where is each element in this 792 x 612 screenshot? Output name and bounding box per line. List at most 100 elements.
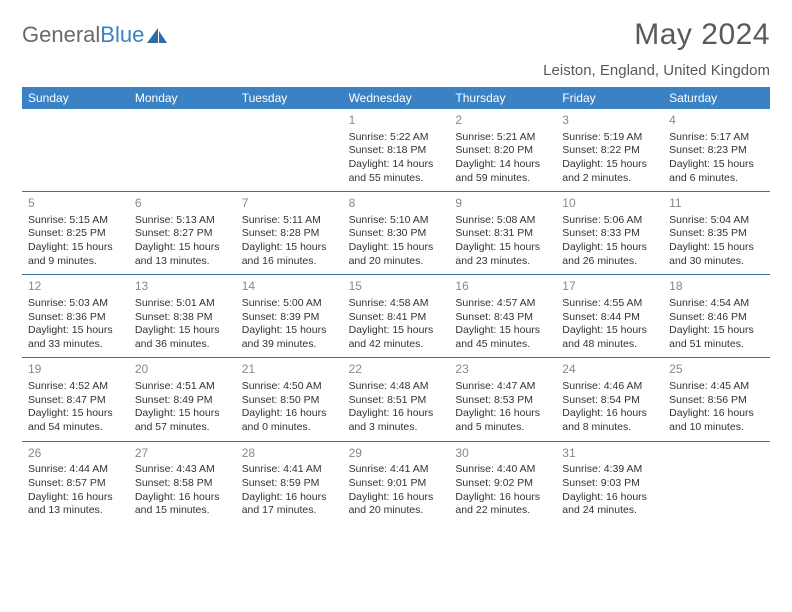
sunset-text: Sunset: 8:25 PM — [28, 227, 123, 241]
sunset-text: Sunset: 8:33 PM — [562, 227, 657, 241]
daylight-text: Daylight: 16 hours and 13 minutes. — [28, 491, 123, 518]
daylight-text: Daylight: 14 hours and 55 minutes. — [349, 158, 444, 185]
day-number: 15 — [349, 279, 444, 295]
day-cell: 14 Sunrise: 5:00 AMSunset: 8:39 PMDayligh… — [236, 275, 343, 357]
week-row: 1Sunrise: 5:22 AMSunset: 8:18 PMDaylight… — [22, 109, 770, 192]
sunrise-text: Sunrise: 5:00 AM — [242, 297, 337, 311]
logo-sail-icon — [146, 26, 168, 44]
sunrise-text: Sunrise: 5:13 AM — [135, 214, 230, 228]
day-header: Friday — [556, 87, 663, 109]
sunrise-text: Sunrise: 5:01 AM — [135, 297, 230, 311]
sunrise-text: Sunrise: 4:40 AM — [455, 463, 550, 477]
day-number: 26 — [28, 446, 123, 462]
day-cell: 12Sunrise: 5:03 AMSunset: 8:36 PMDayligh… — [22, 275, 129, 357]
daylight-text: Daylight: 15 hours and 45 minutes. — [455, 324, 550, 351]
month-title: May 2024 — [543, 18, 770, 52]
daylight-text: Daylight: 16 hours and 8 minutes. — [562, 407, 657, 434]
daylight-text: Daylight: 15 hours and 51 minutes. — [669, 324, 764, 351]
day-number: 31 — [562, 446, 657, 462]
daylight-text: Daylight: 16 hours and 10 minutes. — [669, 407, 764, 434]
day-number: 23 — [455, 362, 550, 378]
sunset-text: Sunset: 8:54 PM — [562, 394, 657, 408]
sunrise-text: Sunrise: 4:41 AM — [349, 463, 444, 477]
empty-cell — [236, 109, 343, 191]
sunrise-text: Sunrise: 4:45 AM — [669, 380, 764, 394]
sunset-text: Sunset: 8:57 PM — [28, 477, 123, 491]
sunrise-text: Sunrise: 5:10 AM — [349, 214, 444, 228]
sunset-text: Sunset: 8:18 PM — [349, 144, 444, 158]
sunset-text: Sunset: 8:59 PM — [242, 477, 337, 491]
day-cell: 15Sunrise: 4:58 AMSunset: 8:41 PMDayligh… — [343, 275, 450, 357]
daylight-text: Daylight: 15 hours and 13 minutes. — [135, 241, 230, 268]
sunrise-text: Sunrise: 5:17 AM — [669, 131, 764, 145]
sunrise-text: Sunrise: 4:52 AM — [28, 380, 123, 394]
day-number: 3 — [562, 113, 657, 129]
day-cell: 3Sunrise: 5:19 AMSunset: 8:22 PMDaylight… — [556, 109, 663, 191]
logo: GeneralBlue — [22, 18, 168, 48]
day-cell: 2Sunrise: 5:21 AMSunset: 8:20 PMDaylight… — [449, 109, 556, 191]
sunset-text: Sunset: 8:30 PM — [349, 227, 444, 241]
day-cell: 27Sunrise: 4:43 AMSunset: 8:58 PMDayligh… — [129, 442, 236, 524]
day-cell: 10Sunrise: 5:06 AMSunset: 8:33 PMDayligh… — [556, 192, 663, 274]
sunset-text: Sunset: 8:36 PM — [28, 311, 123, 325]
sunrise-text: Sunrise: 4:50 AM — [242, 380, 337, 394]
day-cell: 22Sunrise: 4:48 AMSunset: 8:51 PMDayligh… — [343, 358, 450, 440]
week-row: 5Sunrise: 5:15 AMSunset: 8:25 PMDaylight… — [22, 192, 770, 275]
day-number: 22 — [349, 362, 444, 378]
sunrise-text: Sunrise: 5:03 AM — [28, 297, 123, 311]
empty-cell — [663, 442, 770, 524]
day-cell: 19Sunrise: 4:52 AMSunset: 8:47 PMDayligh… — [22, 358, 129, 440]
sunrise-text: Sunrise: 5:19 AM — [562, 131, 657, 145]
daylight-text: Daylight: 15 hours and 39 minutes. — [242, 324, 337, 351]
daylight-text: Daylight: 16 hours and 3 minutes. — [349, 407, 444, 434]
day-number: 13 — [135, 279, 230, 295]
daylight-text: Daylight: 15 hours and 16 minutes. — [242, 241, 337, 268]
sunset-text: Sunset: 8:31 PM — [455, 227, 550, 241]
sunset-text: Sunset: 9:02 PM — [455, 477, 550, 491]
daylight-text: Daylight: 16 hours and 5 minutes. — [455, 407, 550, 434]
day-cell: 5Sunrise: 5:15 AMSunset: 8:25 PMDaylight… — [22, 192, 129, 274]
sunrise-text: Sunrise: 4:47 AM — [455, 380, 550, 394]
day-number: 21 — [242, 362, 337, 378]
day-number: 14 — [242, 279, 337, 295]
daylight-text: Daylight: 16 hours and 22 minutes. — [455, 491, 550, 518]
daylight-text: Daylight: 15 hours and 6 minutes. — [669, 158, 764, 185]
sunrise-text: Sunrise: 4:46 AM — [562, 380, 657, 394]
day-cell: 26Sunrise: 4:44 AMSunset: 8:57 PMDayligh… — [22, 442, 129, 524]
sunset-text: Sunset: 8:38 PM — [135, 311, 230, 325]
day-number: 28 — [242, 446, 337, 462]
day-number: 9 — [455, 196, 550, 212]
day-number: 19 — [28, 362, 123, 378]
day-header: Wednesday — [343, 87, 450, 109]
weeks-container: 1Sunrise: 5:22 AMSunset: 8:18 PMDaylight… — [22, 109, 770, 524]
sunrise-text: Sunrise: 5:08 AM — [455, 214, 550, 228]
daylight-text: Daylight: 16 hours and 24 minutes. — [562, 491, 657, 518]
day-header: Monday — [129, 87, 236, 109]
day-cell: 9Sunrise: 5:08 AMSunset: 8:31 PMDaylight… — [449, 192, 556, 274]
empty-cell — [22, 109, 129, 191]
day-number: 27 — [135, 446, 230, 462]
sunrise-text: Sunrise: 4:55 AM — [562, 297, 657, 311]
sunrise-text: Sunrise: 4:43 AM — [135, 463, 230, 477]
sunrise-text: Sunrise: 5:22 AM — [349, 131, 444, 145]
day-cell: 7Sunrise: 5:11 AMSunset: 8:28 PMDaylight… — [236, 192, 343, 274]
sunset-text: Sunset: 8:39 PM — [242, 311, 337, 325]
day-number: 30 — [455, 446, 550, 462]
day-cell: 31Sunrise: 4:39 AMSunset: 9:03 PMDayligh… — [556, 442, 663, 524]
daylight-text: Daylight: 16 hours and 15 minutes. — [135, 491, 230, 518]
day-cell: 8Sunrise: 5:10 AMSunset: 8:30 PMDaylight… — [343, 192, 450, 274]
sunset-text: Sunset: 8:58 PM — [135, 477, 230, 491]
sunset-text: Sunset: 9:03 PM — [562, 477, 657, 491]
daylight-text: Daylight: 15 hours and 57 minutes. — [135, 407, 230, 434]
sunset-text: Sunset: 8:51 PM — [349, 394, 444, 408]
sunrise-text: Sunrise: 4:41 AM — [242, 463, 337, 477]
sunset-text: Sunset: 8:49 PM — [135, 394, 230, 408]
daylight-text: Daylight: 15 hours and 42 minutes. — [349, 324, 444, 351]
day-header: Thursday — [449, 87, 556, 109]
week-row: 26Sunrise: 4:44 AMSunset: 8:57 PMDayligh… — [22, 442, 770, 524]
sunset-text: Sunset: 8:43 PM — [455, 311, 550, 325]
day-header-row: SundayMondayTuesdayWednesdayThursdayFrid… — [22, 87, 770, 109]
sunset-text: Sunset: 9:01 PM — [349, 477, 444, 491]
sunset-text: Sunset: 8:46 PM — [669, 311, 764, 325]
daylight-text: Daylight: 15 hours and 26 minutes. — [562, 241, 657, 268]
